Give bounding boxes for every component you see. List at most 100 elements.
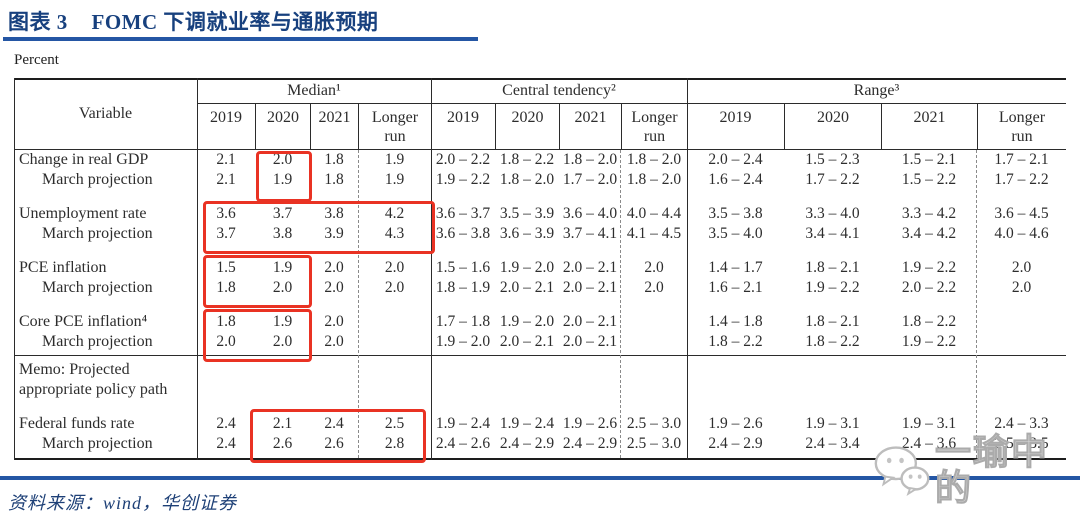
value-cell: 1.8 – 2.2: [901, 313, 957, 330]
value-cell: [431, 380, 495, 400]
value-cell: 2.0 – 2.1: [499, 279, 555, 296]
value-cell: 3.9: [324, 225, 344, 242]
median-longer-run-dashed-divider: [358, 150, 359, 458]
value-cell: 2.0: [644, 279, 664, 296]
value-cell: 1.5 – 2.3: [805, 151, 860, 168]
value-cell: 1.9 – 3.1: [805, 415, 860, 432]
central-longer-run-dashed-divider: [620, 150, 621, 458]
row-label: March projection: [42, 279, 153, 296]
value-cell: [197, 380, 255, 400]
value-cell: 1.9 – 2.2: [901, 333, 957, 350]
table-row: Change in real GDP 2.1 2.0 1.8 1.9 2.0 – 2.2 1…: [14, 150, 1066, 170]
value-cell: 1.8 – 2.0: [626, 151, 682, 168]
highlight-box-fed-funds-median: [250, 409, 426, 463]
value-cell: 4.2: [384, 205, 405, 222]
value-cell: 4.1 – 4.5: [626, 225, 682, 242]
value-cell: 2.6: [324, 435, 344, 452]
value-cell: 1.9 – 2.0: [499, 259, 555, 276]
value-cell: 2.0: [324, 313, 344, 330]
value-cell: 1.9 – 2.4: [435, 415, 491, 432]
memo-separator-rule: [14, 355, 1066, 356]
value-cell: [310, 380, 358, 400]
figure-title-text: FOMC 下调就业率与通胀预期: [91, 10, 379, 34]
value-cell: 2.0: [384, 279, 405, 296]
value-cell: 2.4: [216, 415, 236, 432]
value-cell: [559, 360, 621, 380]
table-left-border: [14, 78, 15, 460]
table-row: March projection 2.1 1.9 1.8 1.9 1.9 – 2.2 1.8…: [14, 170, 1066, 190]
value-cell: 3.5 – 3.8: [708, 205, 763, 222]
value-cell: [784, 380, 881, 400]
value-cell: [687, 380, 784, 400]
value-cell: 1.9 – 2.6: [562, 415, 618, 432]
value-cell: 1.9 – 2.6: [708, 415, 763, 432]
value-cell: 2.4: [216, 435, 236, 452]
value-cell: 3.5 – 3.9: [499, 205, 555, 222]
value-cell: 1.8: [324, 151, 344, 168]
highlight-box-unemployment-median: [203, 201, 435, 254]
value-cell: 1.5: [216, 259, 236, 276]
value-cell: 1.8 – 2.2: [499, 151, 555, 168]
table-row: March projection 1.8 2.0 2.0 2.0 1.8 – 1.9 2.0…: [14, 278, 1066, 298]
year-header: 2020: [495, 104, 559, 150]
value-cell: 2.4: [324, 415, 344, 432]
value-cell: [621, 380, 687, 400]
value-cell: 2.4 – 2.9: [562, 435, 618, 452]
value-cell: 1.9: [272, 259, 293, 276]
value-cell: [687, 360, 784, 380]
value-cell: 2.4 – 3.3: [994, 415, 1049, 432]
row-label: Core PCE inflation⁴: [19, 313, 148, 330]
source-note: 资料来源：wind，华创证券: [8, 493, 238, 513]
value-cell: 1.7 – 2.1: [994, 151, 1049, 168]
year-header: 2021: [881, 104, 977, 150]
value-cell: 4.0 – 4.4: [626, 205, 682, 222]
value-cell: [881, 380, 977, 400]
value-cell: 1.8: [324, 171, 344, 188]
value-cell: 2.0: [1011, 259, 1032, 276]
table-bottom-border: [14, 458, 1066, 460]
year-header: 2019: [210, 109, 242, 126]
value-cell: 2.5 – 3.5: [994, 435, 1049, 452]
value-cell: 1.5 – 1.6: [435, 259, 491, 276]
unit-label: Percent: [14, 52, 59, 68]
value-cell: [197, 360, 255, 380]
value-cell: 2.1: [216, 151, 236, 168]
value-cell: 2.6: [272, 435, 293, 452]
value-cell: 2.0: [272, 333, 293, 350]
section-title-row: Median¹ Central tendency² Range³: [197, 78, 1066, 103]
value-cell: 2.4 – 2.6: [435, 435, 491, 452]
value-cell: 1.8 – 2.1: [805, 259, 860, 276]
row-label: March projection: [42, 333, 153, 350]
value-cell: 3.7: [272, 205, 293, 222]
value-cell: 3.8: [272, 225, 293, 242]
value-cell: 1.9: [384, 171, 405, 188]
value-cell: 1.8: [216, 313, 236, 330]
value-cell: 2.4 – 2.9: [499, 435, 555, 452]
value-cell: 4.3: [384, 225, 405, 242]
variable-column-divider: [197, 78, 198, 460]
value-cell: 2.0: [324, 279, 344, 296]
section-header: Median¹: [287, 81, 341, 99]
value-cell: 2.0: [384, 259, 405, 276]
value-cell: 1.8 – 2.0: [626, 171, 682, 188]
value-cell: 2.1: [272, 415, 293, 432]
value-cell: 1.8 – 1.9: [435, 279, 491, 296]
footer-rule: [0, 476, 1080, 480]
value-cell: 2.0 – 2.2: [901, 279, 957, 296]
column-header-variable: Variable: [78, 105, 133, 122]
value-cell: 1.6 – 2.4: [708, 171, 763, 188]
year-header: 2020: [784, 104, 881, 150]
row-label: Unemployment rate: [19, 205, 147, 222]
value-cell: [559, 380, 621, 400]
row-label: March projection: [42, 225, 153, 242]
table-row: PCE inflation 1.5 1.9 2.0 2.0 1.5 – 1.6 1.9 – …: [14, 258, 1066, 278]
subheader-rule: [197, 103, 1066, 104]
value-cell: 2.8: [384, 435, 405, 452]
value-cell: 1.9: [272, 313, 293, 330]
value-cell: [784, 360, 881, 380]
year-header: 2021: [310, 104, 358, 150]
value-cell: 2.0 – 2.4: [708, 151, 763, 168]
header-bottom-rule: [14, 149, 1066, 150]
value-cell: 3.6: [216, 205, 236, 222]
value-cell: 3.6 – 4.5: [994, 205, 1049, 222]
